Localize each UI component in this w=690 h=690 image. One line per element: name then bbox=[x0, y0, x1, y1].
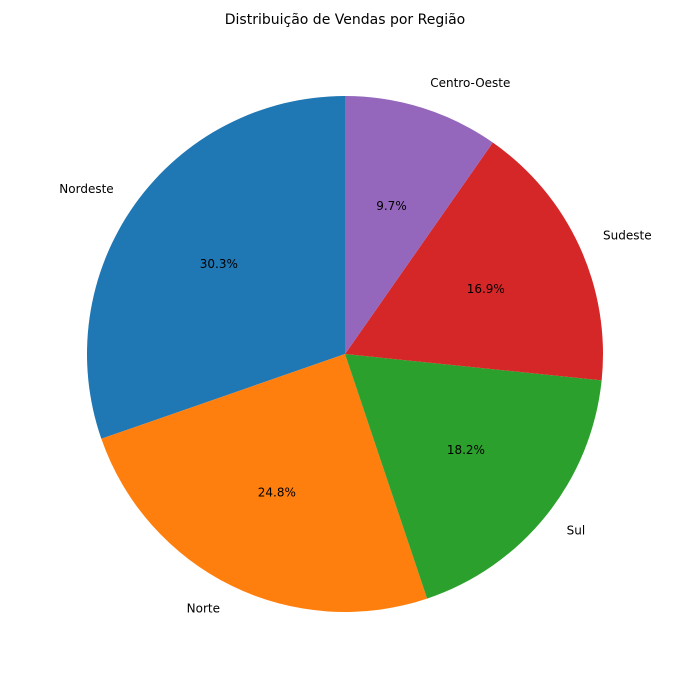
pie-slices bbox=[86, 96, 603, 612]
category-label-centro-oeste: Centro-Oeste bbox=[430, 76, 510, 90]
percent-label-nordeste: 30.3% bbox=[200, 257, 238, 271]
pie-slice-sudeste bbox=[345, 142, 603, 381]
pie-slice-centro-oeste bbox=[345, 96, 493, 354]
pie-slice-norte bbox=[101, 354, 428, 612]
pie-slice-sul bbox=[345, 354, 602, 599]
pie-slice-nordeste bbox=[86, 96, 345, 439]
percent-label-sudeste: 16.9% bbox=[467, 282, 505, 296]
category-label-sul: Sul bbox=[567, 524, 586, 538]
category-labels: Nordeste Norte Sul Sudeste Centro-Oeste bbox=[59, 76, 651, 616]
category-label-nordeste: Nordeste bbox=[59, 182, 113, 196]
percent-label-centro-oeste: 9.7% bbox=[376, 199, 407, 213]
chart-title: Distribuição de Vendas por Região bbox=[225, 12, 465, 28]
percent-labels: 30.3% 24.8% 18.2% 16.9% 9.7% bbox=[200, 199, 505, 500]
percent-label-sul: 18.2% bbox=[447, 443, 485, 457]
category-label-norte: Norte bbox=[187, 601, 220, 615]
percent-label-norte: 24.8% bbox=[258, 485, 296, 499]
category-label-sudeste: Sudeste bbox=[603, 228, 652, 242]
